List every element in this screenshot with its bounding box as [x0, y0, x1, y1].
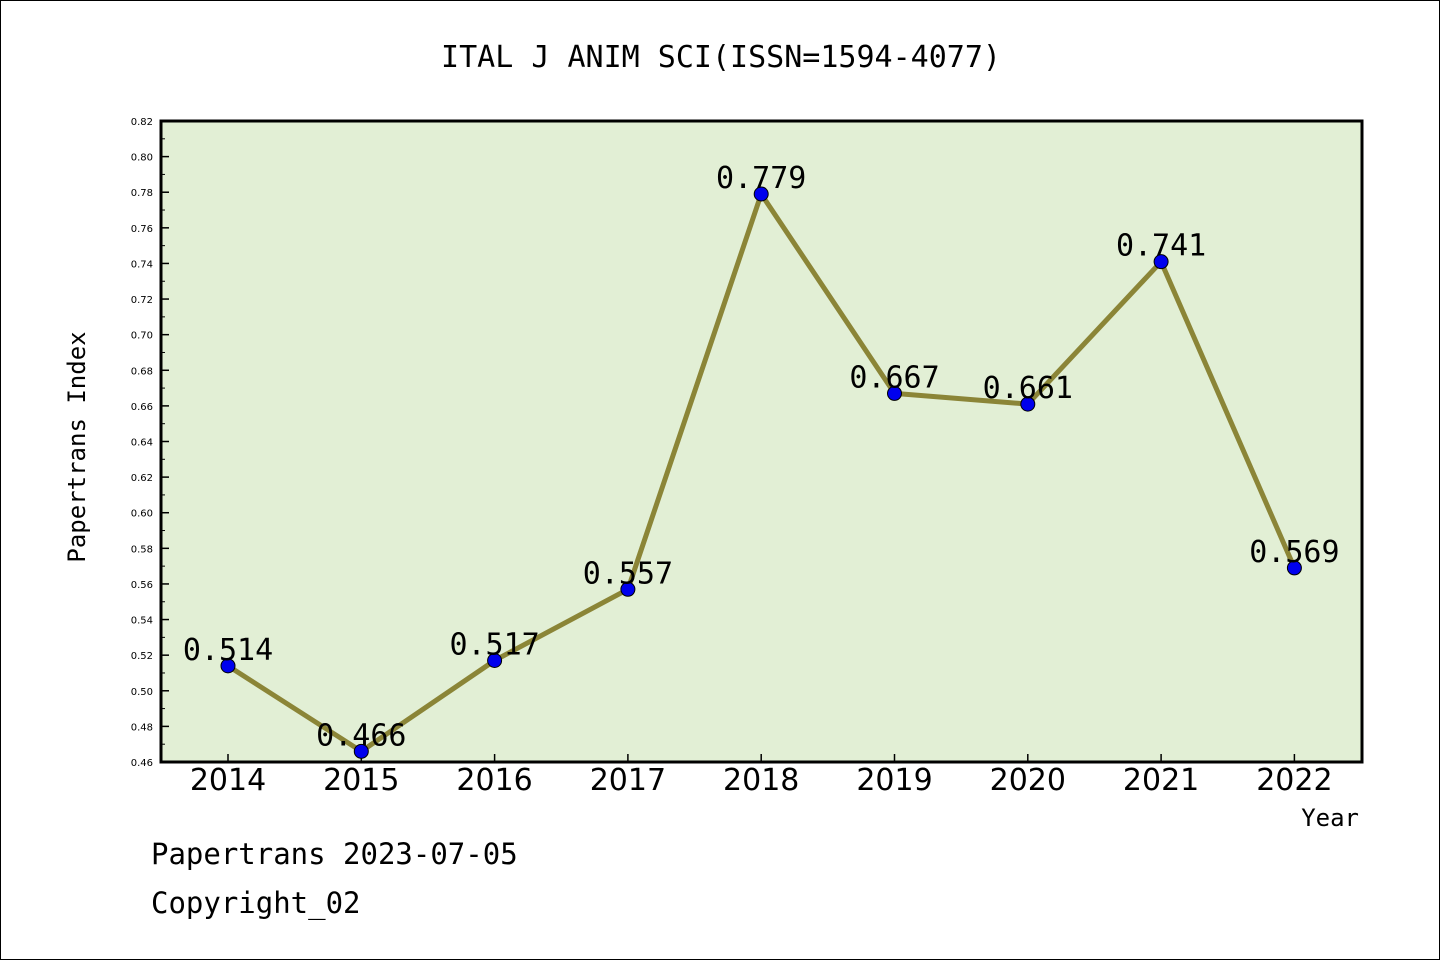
- x-tick-label: 2016: [456, 763, 532, 798]
- data-point: [487, 653, 503, 669]
- x-axis: 2014 2015 2016 2017 2018 2019 2020 2021 2022: [190, 754, 1333, 798]
- data-label: 0.514: [183, 633, 273, 668]
- data-point: [887, 385, 902, 401]
- data-labels: 0.514 0.466 0.517 0.557 0.779 0.667 0.661 0.741…: [183, 161, 1340, 753]
- data-point: [1286, 560, 1302, 576]
- x-tick-label: 2014: [190, 763, 266, 798]
- x-axis-label: Year: [1301, 804, 1359, 832]
- y-tick-label: 0.62: [131, 473, 153, 484]
- data-point: [353, 743, 369, 759]
- data-point: [220, 658, 236, 674]
- data-point: [753, 186, 769, 202]
- y-axis-label: Papertrans Index: [63, 331, 91, 562]
- data-point: [620, 581, 636, 597]
- x-tick-label: 2022: [1256, 763, 1332, 798]
- y-tick-label: 0.76: [131, 224, 153, 235]
- x-tick-label: 2021: [1123, 763, 1199, 798]
- chart-title: ITAL J ANIM SCI(ISSN=1594-4077): [441, 40, 1001, 75]
- data-label: 0.661: [983, 371, 1073, 406]
- y-tick-label: 0.80: [131, 153, 153, 164]
- y-tick-label: 0.66: [131, 402, 153, 413]
- y-tick-label: 0.72: [131, 295, 153, 306]
- x-tick-label: 2015: [323, 763, 399, 798]
- y-tick-label: 0.78: [131, 188, 153, 199]
- copyright: Copyright_02: [151, 886, 361, 920]
- data-label: 0.569: [1249, 535, 1339, 570]
- y-tick-label: 0.54: [131, 616, 153, 627]
- x-tick-label: 2017: [590, 763, 666, 798]
- data-label: 0.779: [716, 161, 806, 196]
- data-point: [1020, 396, 1036, 412]
- y-axis: 0.46 0.48 0.50 0.52 0.54 0.56 0.58 0.60 0.62 0.64…: [131, 117, 169, 769]
- y-tick-label: 0.56: [131, 580, 153, 591]
- x-tick-label: 2019: [856, 763, 932, 798]
- data-label: 0.557: [583, 556, 673, 591]
- y-tick-label: 0.64: [131, 438, 153, 449]
- plot-area: [159, 119, 1364, 764]
- y-tick-label: 0.82: [131, 117, 153, 128]
- y-tick-label: 0.60: [131, 509, 153, 520]
- data-label: 0.667: [849, 360, 939, 395]
- data-label: 0.741: [1116, 229, 1206, 264]
- x-tick-label: 2020: [990, 763, 1066, 798]
- data-label: 0.466: [316, 718, 406, 753]
- data-points: [220, 186, 1302, 759]
- x-tick-label: 2018: [723, 763, 799, 798]
- y-tick-label: 0.50: [131, 687, 153, 698]
- y-tick-label: 0.70: [131, 331, 153, 342]
- data-point: [1153, 254, 1169, 270]
- y-tick-label: 0.58: [131, 544, 153, 555]
- y-tick-label: 0.52: [131, 651, 153, 662]
- y-tick-label: 0.74: [131, 259, 153, 270]
- source-date: Papertrans 2023-07-05: [151, 837, 518, 871]
- y-tick-label: 0.48: [131, 722, 153, 733]
- y-tick-label: 0.46: [131, 758, 153, 769]
- y-tick-label: 0.68: [131, 366, 153, 377]
- data-label: 0.517: [449, 628, 539, 663]
